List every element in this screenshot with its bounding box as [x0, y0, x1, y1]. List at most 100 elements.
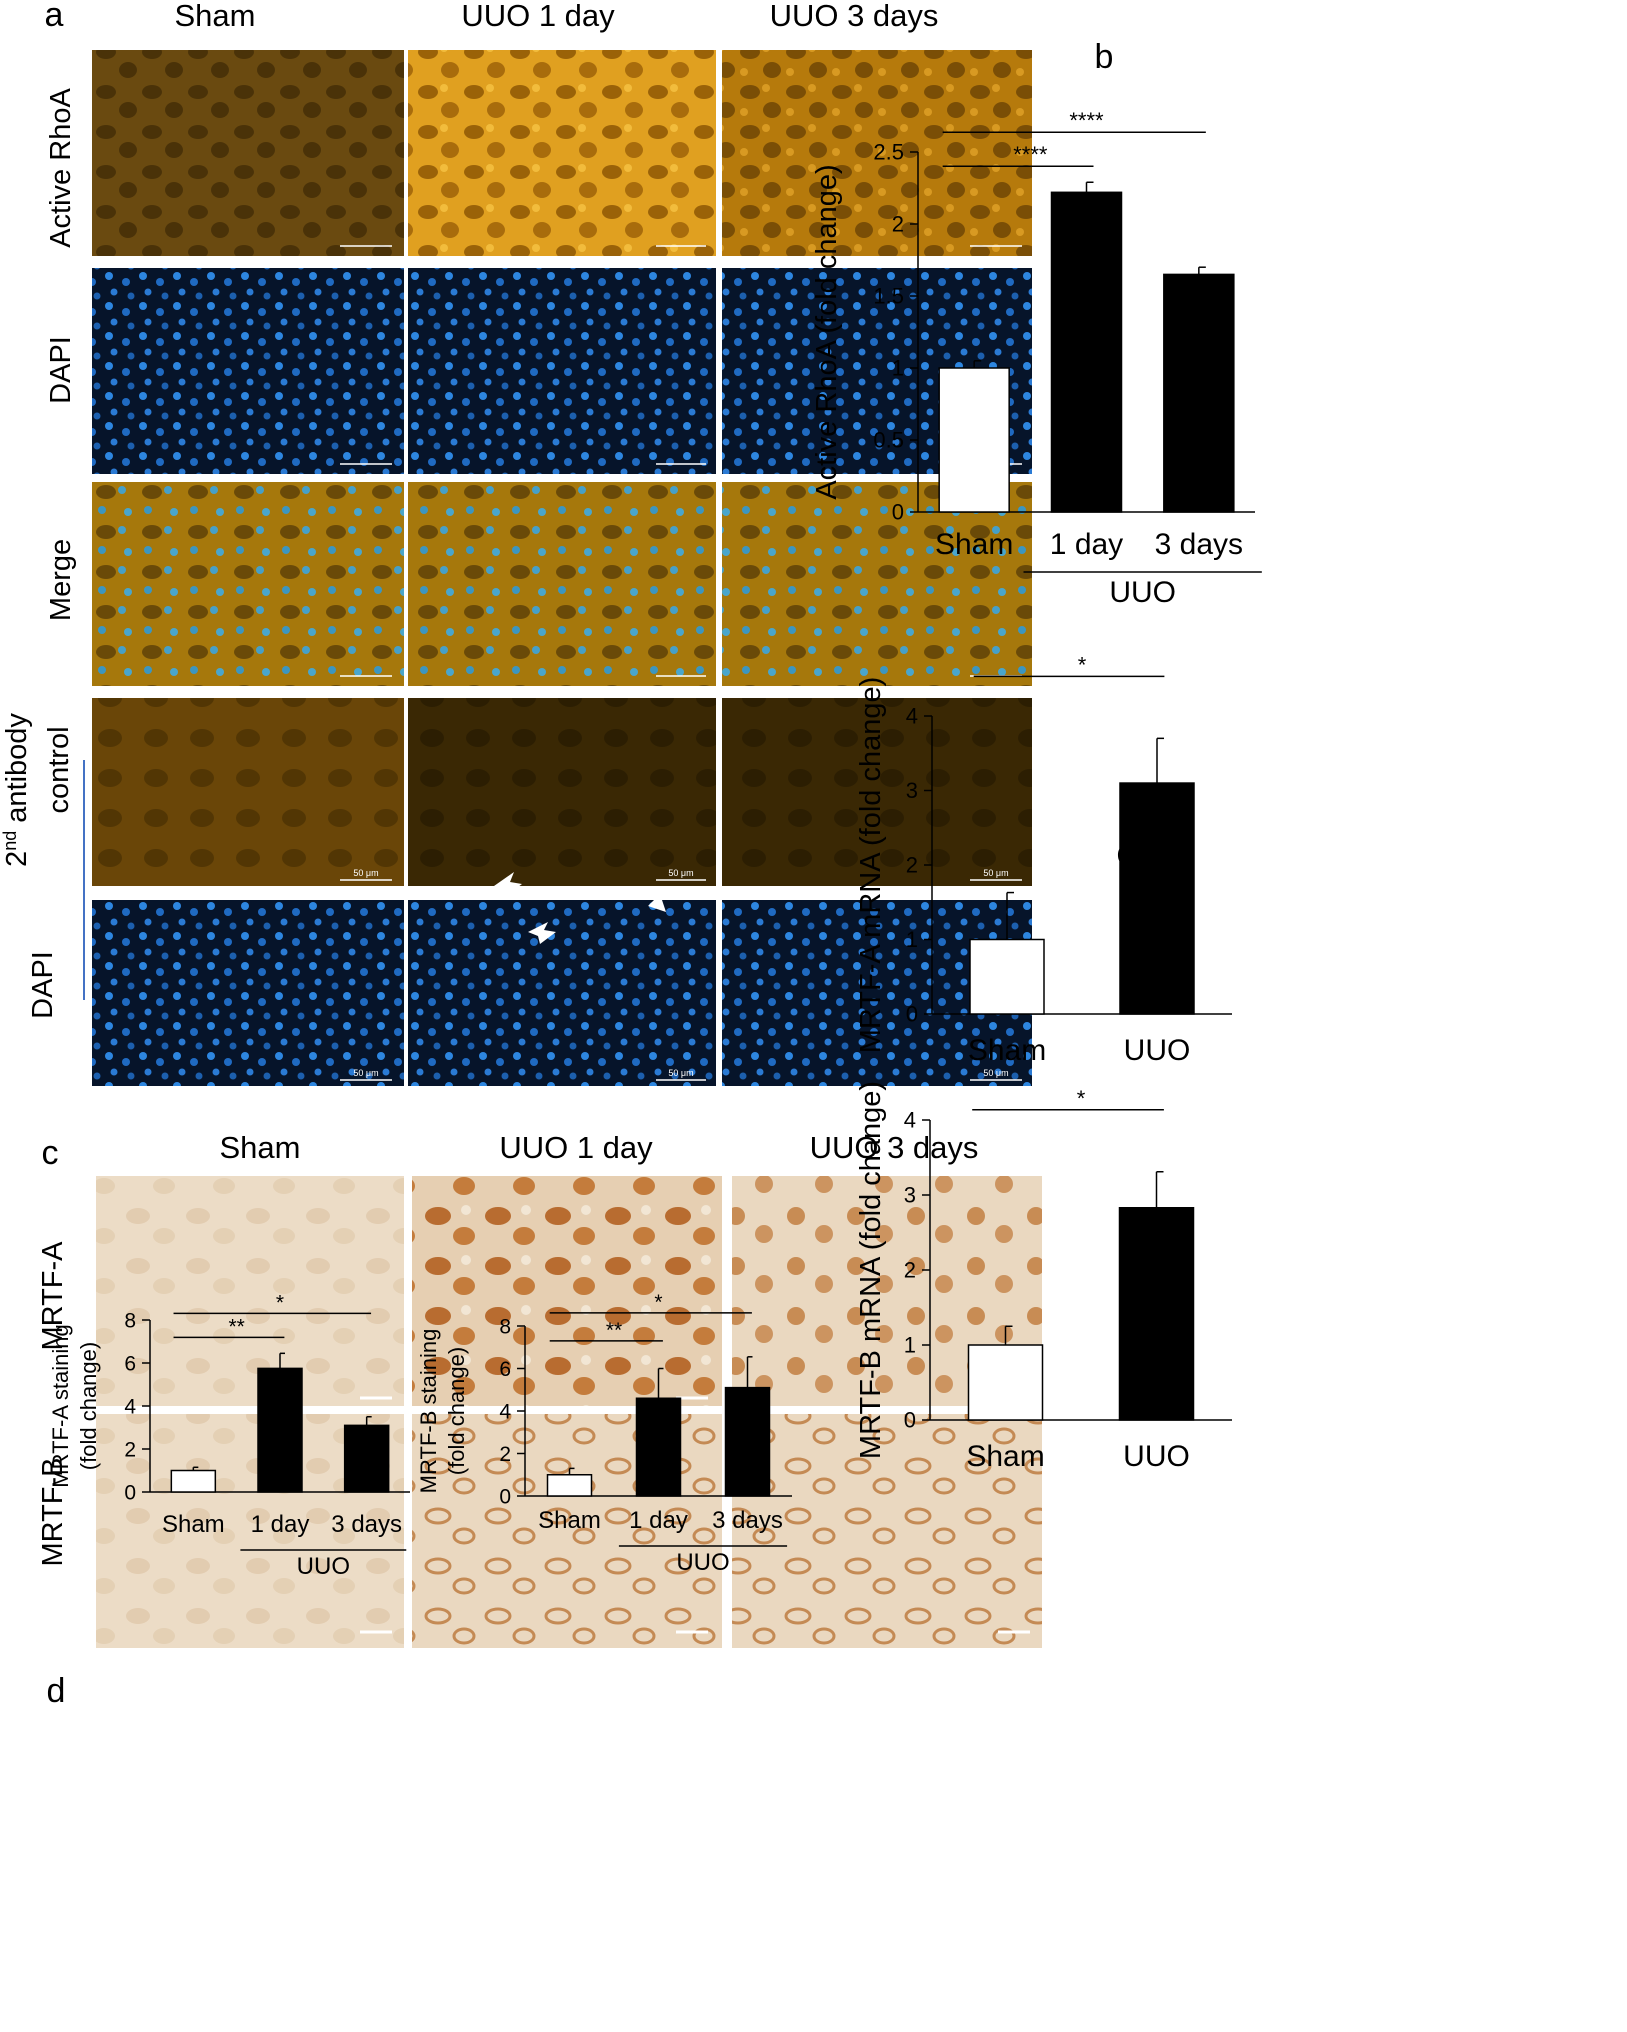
row-label-active-rhoa: Active RhoA [45, 88, 77, 248]
x-tick-label: 3 days [1155, 528, 1243, 561]
y-tick-label: 4 [124, 1395, 136, 1418]
micrograph-merge-3days [722, 482, 1032, 686]
bar-sham [546, 1474, 593, 1497]
micrograph-mrtfa-1day [412, 1176, 722, 1406]
significance-marker: **** [1069, 108, 1104, 133]
y-tick-label: 0 [906, 1002, 918, 1027]
bar-3-days [724, 1386, 771, 1497]
x-tick-label: Sham [935, 528, 1013, 561]
y-tick-label: 6 [124, 1352, 136, 1375]
bar-1-day [1050, 191, 1123, 513]
x-tick-label: Sham [538, 1507, 601, 1534]
y-tick-label: 8 [499, 1315, 511, 1338]
bar-sham [938, 367, 1010, 513]
chart-panel-b: 0 0.5 1 1.5 2 2.5 Active RhoA (fold change) Sha… [811, 108, 1262, 609]
micrograph-dapi-control-1day [408, 900, 716, 1086]
x-tick-label: 1 day [251, 1511, 310, 1538]
y-axis-label: MRTF-B mRNA (fold change) [855, 1081, 887, 1459]
y-tick-label: 3 [904, 1183, 916, 1208]
panel-letter-b: b [1095, 38, 1114, 76]
column-header-uuo-1day: UUO 1 day [461, 0, 615, 33]
y-tick-label: 4 [499, 1400, 511, 1423]
y-tick-label: 2 [499, 1443, 511, 1466]
chart-panel-d-mrtf-b: 0 2 4 6 8 MRTF-B staining (fold change) Sham 1 d… [416, 1291, 792, 1576]
bar-1-day [257, 1367, 303, 1493]
scale-bar-label: 50 μm [983, 1068, 1008, 1078]
y-tick-label: 2 [906, 853, 918, 878]
x-tick-label: UUO [1124, 1034, 1191, 1067]
column-header-uuo-1day-c: UUO 1 day [499, 1130, 653, 1165]
y-tick-label: 0 [904, 1408, 916, 1433]
group-label: UUO [676, 1549, 729, 1576]
y-tick-label: 0.5 [873, 428, 904, 453]
micrograph-rhoa-sham [92, 50, 404, 256]
column-header-uuo-3days: UUO 3 days [770, 0, 939, 33]
bar-sham [967, 1344, 1044, 1421]
arrow-icon [528, 922, 556, 944]
panel-letter-c: c [42, 1134, 59, 1172]
bar-sham [170, 1469, 217, 1493]
x-tick-label: 3 days [331, 1511, 402, 1538]
bar-3-days [343, 1424, 390, 1493]
y-tick-label: 0 [892, 500, 904, 525]
micrograph-mrtfa-sham [96, 1176, 404, 1406]
x-tick-label: Sham [162, 1511, 225, 1538]
chart-panel-d-mrtf-a: 0 2 4 6 8 MRTF-A staining (fold change) Sham 1 d… [48, 1291, 410, 1580]
significance-marker: * [1078, 652, 1087, 677]
row-label-control: control [43, 726, 75, 813]
y-tick-label: 1 [892, 356, 904, 381]
x-tick-label: 1 day [629, 1507, 688, 1534]
micrograph-dapi-control-sham [92, 900, 404, 1086]
bar-uuo [1119, 782, 1195, 1015]
y-tick-label: 2 [124, 1438, 136, 1461]
x-tick-label: Sham [966, 1440, 1044, 1473]
significance-marker: * [654, 1291, 662, 1314]
significance-marker: ** [228, 1315, 244, 1338]
y-axis-label: MRTF-A staining [48, 1324, 73, 1487]
row-label-merge: Merge [45, 539, 77, 621]
significance-marker: * [1077, 1086, 1086, 1111]
group-label: UUO [297, 1553, 350, 1580]
micrograph-dapi-sham [92, 268, 404, 474]
y-tick-label: 1.5 [873, 284, 904, 309]
y-tick-label: 8 [124, 1309, 136, 1332]
row-label-mrtf-b: MRTF-B [37, 1457, 69, 1566]
arrow-icon [494, 872, 522, 896]
x-tick-label: 3 days [712, 1507, 783, 1534]
row-label-secondary-antibody: 2nd antibody [0, 713, 33, 867]
row-label-mrtf-a: MRTF-A [37, 1241, 69, 1351]
bar-sham [969, 938, 1045, 1015]
y-tick-label: 1 [906, 927, 918, 952]
y-tick-label: 6 [499, 1358, 511, 1381]
scale-bars-c [360, 1396, 1030, 1634]
x-tick-label: UUO [1123, 1440, 1190, 1473]
micrograph-rhoa-3days [722, 50, 1032, 256]
micrograph-control-3days [722, 698, 1032, 886]
row-label-dapi-control: DAPI [27, 951, 59, 1019]
y-tick-label: 2 [892, 212, 904, 237]
panel-letter-d: d [47, 1672, 66, 1710]
x-tick-label: 1 day [1050, 528, 1123, 561]
group-label: UUO [1109, 576, 1176, 609]
row-label-dapi: DAPI [45, 336, 77, 404]
y-tick-label: 0 [124, 1481, 136, 1504]
micrograph-control-sham [92, 698, 404, 886]
y-tick-label: 4 [906, 704, 918, 729]
scale-bar-label: 50 μm [668, 1068, 693, 1078]
micrograph-merge-sham [92, 482, 404, 686]
y-tick-label: 3 [906, 778, 918, 803]
y-tick-label: 0 [499, 1485, 511, 1508]
chart-panel-e-mrtf-b: 0 1 2 3 4 MRTF-B mRNA (fold change) Sham UUO * [855, 1081, 1232, 1473]
arrow-icon [644, 892, 666, 912]
y-tick-label: 2.5 [873, 140, 904, 165]
y-axis-label: Active RhoA (fold change) [811, 164, 843, 499]
scale-bar-label: 50 μm [353, 868, 378, 878]
scale-bar-label: 50 μm [983, 868, 1008, 878]
y-tick-label: 1 [904, 1333, 916, 1358]
micrograph-rhoa-1day [408, 50, 716, 256]
y-axis-label: (fold change) [76, 1342, 101, 1470]
bar-1-day [635, 1397, 682, 1497]
panel-c: c Sham UUO 1 day UUO 3 days MRTF-A MRTF-… [37, 1130, 1042, 1648]
y-axis-label: MRTF-B staining [416, 1329, 441, 1494]
